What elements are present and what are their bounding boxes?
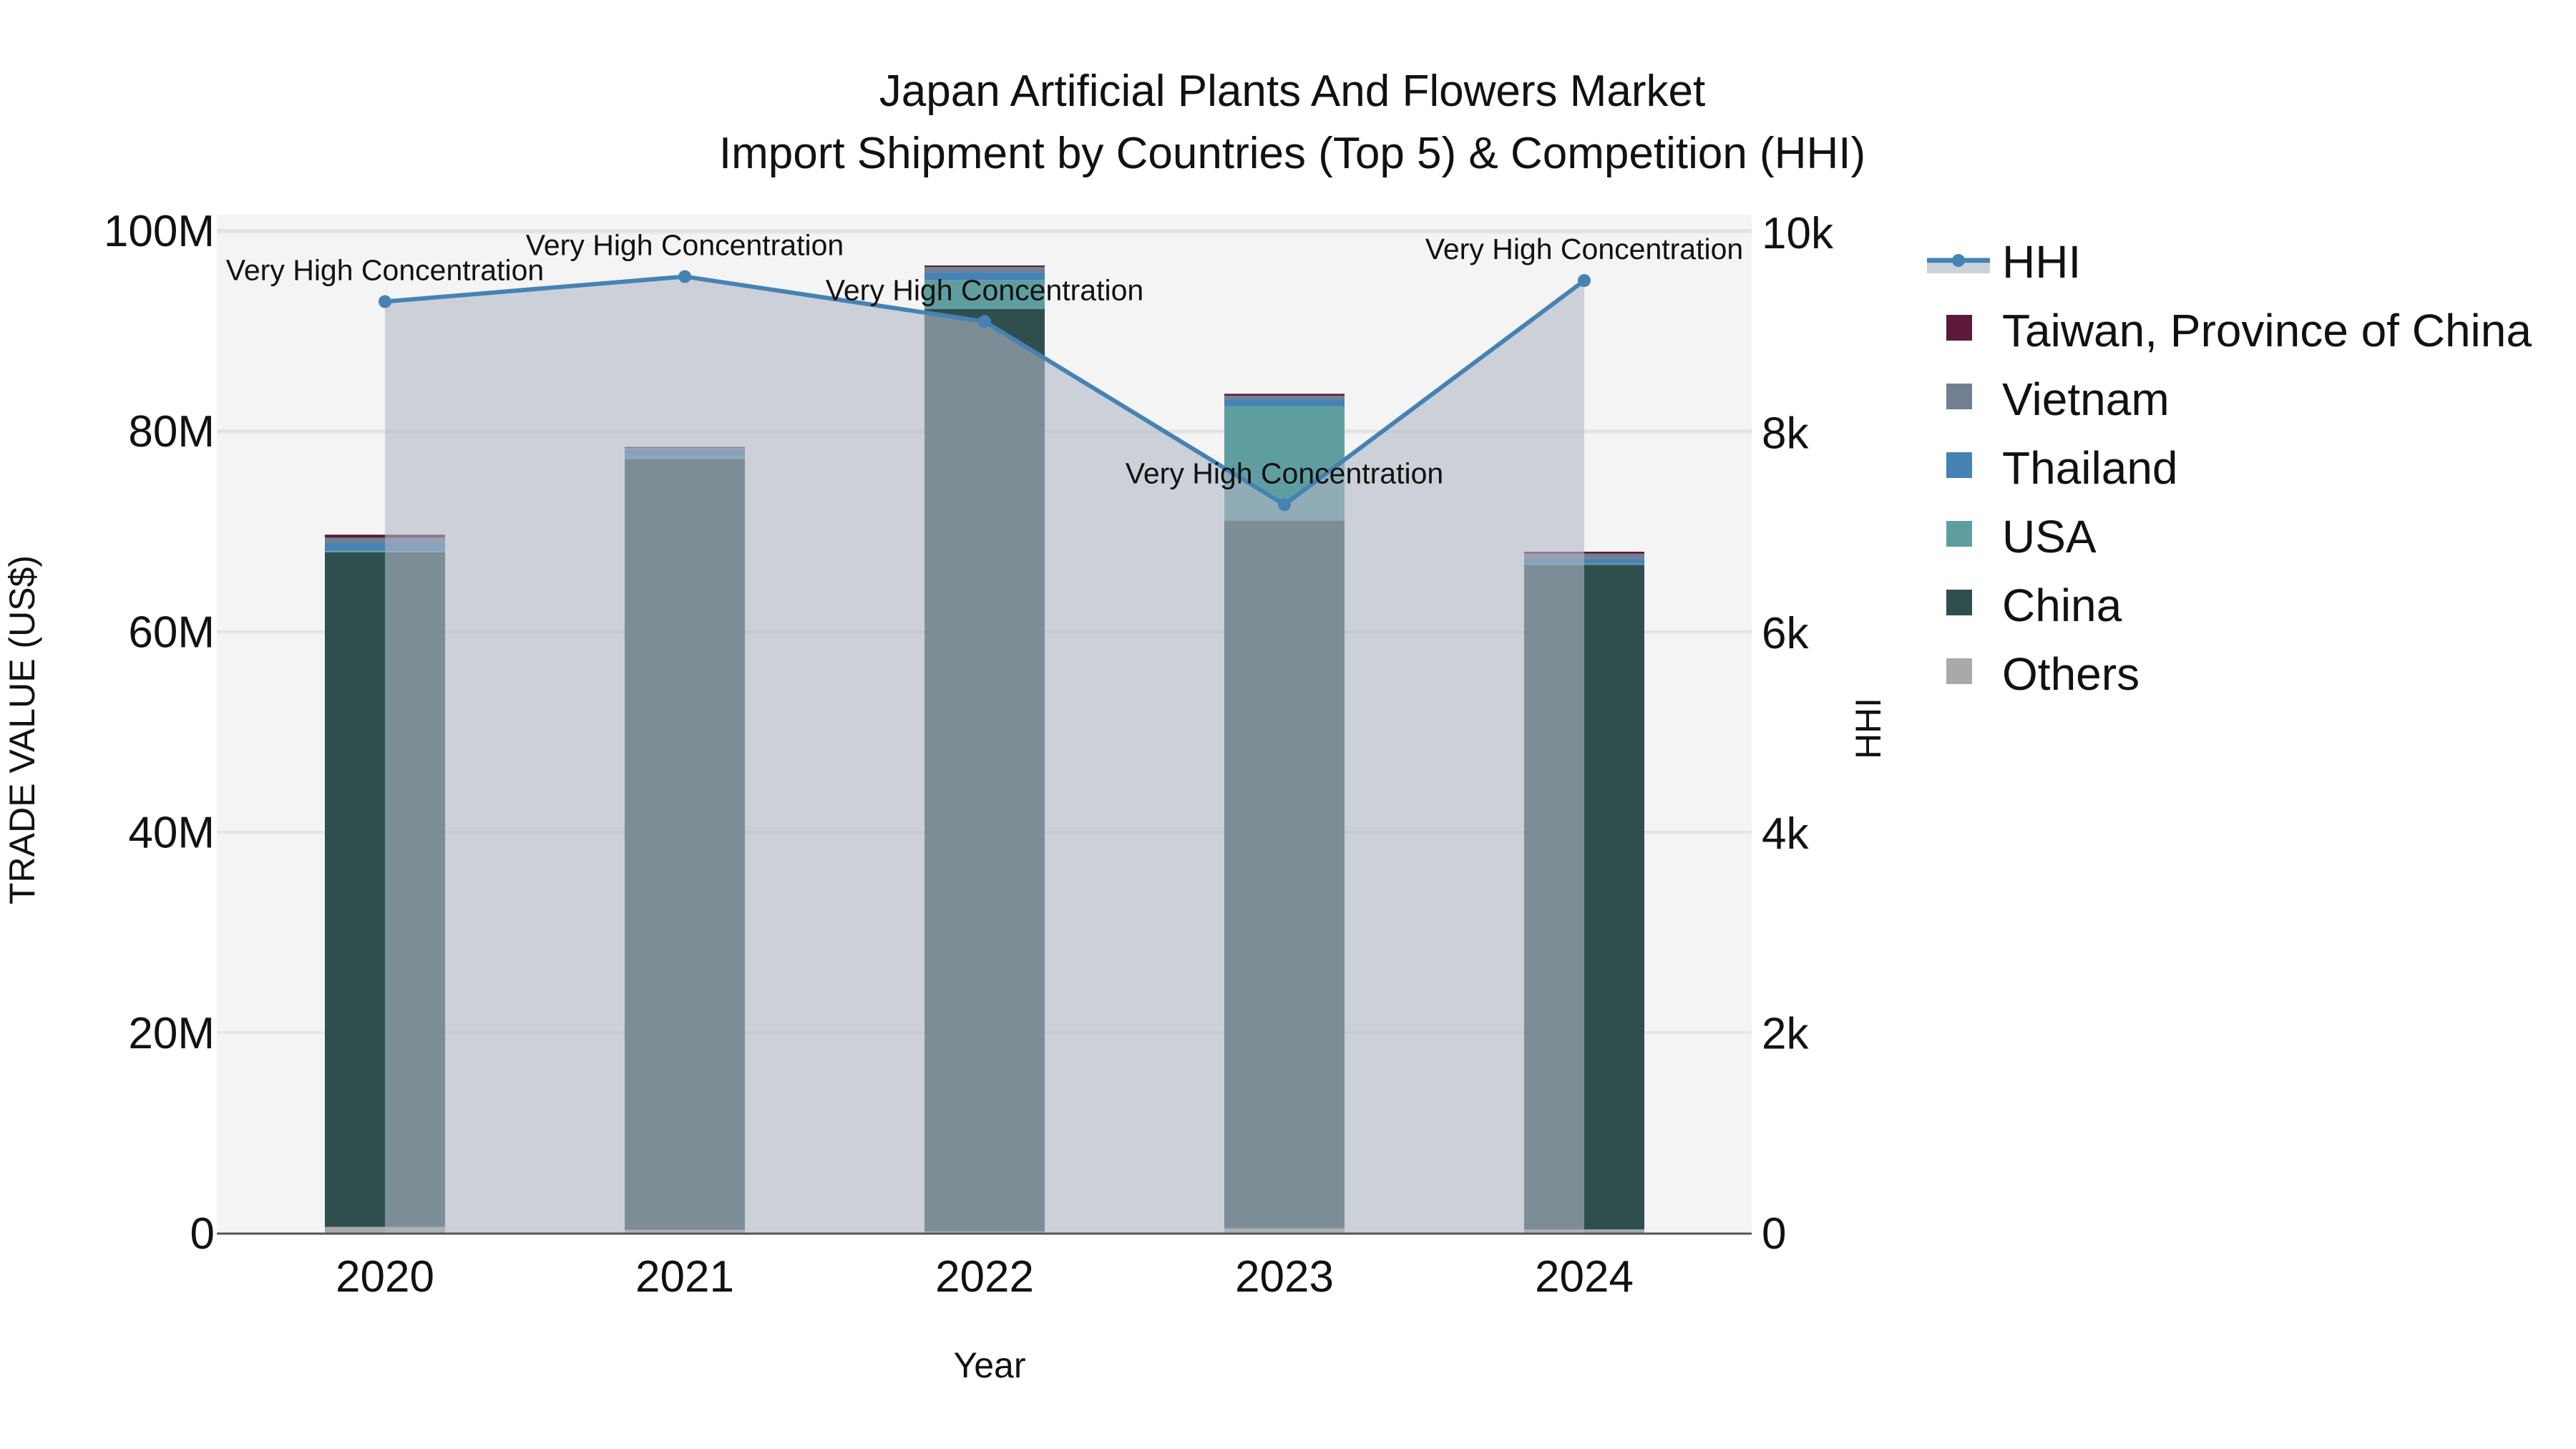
hhi-area [385, 276, 1584, 1234]
legend-label: Vietnam [2002, 374, 2170, 425]
legend-hhi-fill-icon [1927, 263, 1990, 273]
legend-swatch-icon [1946, 384, 1972, 409]
bar-segment-thailand [924, 272, 1045, 280]
x-axis-ticks: 2020 2021 2022 2023 2024 [336, 1252, 1634, 1302]
legend-label: Thailand [2002, 442, 2178, 494]
y-left-tick-label: 100M [104, 207, 215, 256]
legend-item-thailand: Thailand [1946, 442, 2178, 494]
hhi-marker [678, 270, 691, 283]
y-axis-left-ticks: 0 20M 40M 60M 80M 100M [104, 207, 215, 1259]
bar-segment-taiwan-province-of-china [1224, 394, 1345, 396]
hhi-annotation: Very High Concentration [1126, 457, 1443, 489]
hhi-marker [1278, 498, 1291, 512]
y-right-tick-label: 8k [1762, 409, 1809, 459]
y-right-tick-label: 4k [1762, 809, 1809, 859]
y-axis-right-title: HHI [1848, 698, 1888, 759]
y-left-tick-label: 80M [128, 407, 215, 457]
y-right-tick-label: 2k [1762, 1009, 1809, 1058]
x-tick-label: 2023 [1235, 1252, 1334, 1302]
bar-segment-taiwan-province-of-china [924, 265, 1045, 268]
y-right-tick-label: 0 [1762, 1209, 1786, 1259]
x-tick-label: 2020 [336, 1252, 434, 1302]
legend-swatch-icon [1946, 590, 1972, 615]
hhi-marker [1578, 274, 1591, 288]
hhi-marker [978, 315, 991, 328]
legend-label: HHI [2002, 236, 2081, 288]
legend-item-hhi: HHI [1927, 236, 2081, 288]
x-tick-label: 2021 [635, 1252, 734, 1302]
hhi-annotation: Very High Concentration [226, 253, 544, 286]
legend-item-china: China [1946, 580, 2122, 631]
y-axis-left-title: TRADE VALUE (US$) [2, 555, 42, 904]
y-left-tick-label: 60M [128, 608, 215, 657]
legend-label: Others [2002, 648, 2140, 700]
chart-title-line1: Japan Artificial Plants And Flowers Mark… [879, 67, 1705, 116]
x-axis-title: Year [953, 1345, 1025, 1385]
y-left-tick-label: 40M [128, 809, 215, 858]
y-right-tick-label: 6k [1762, 609, 1809, 658]
bar-segment-thailand [1224, 399, 1345, 406]
y-left-tick-label: 0 [190, 1209, 215, 1259]
bar-segment-usa [924, 280, 1045, 309]
hhi-annotation: Very High Concentration [826, 273, 1143, 306]
legend-swatch-icon [1946, 521, 1972, 547]
legend: HHI Taiwan, Province of China Vietnam Thail… [1927, 236, 2532, 700]
chart-title-line2: Import Shipment by Countries (Top 5) & C… [719, 129, 1865, 178]
legend-hhi-marker-icon [1952, 254, 1965, 267]
y-left-tick-label: 20M [128, 1009, 215, 1058]
x-tick-label: 2022 [935, 1252, 1034, 1302]
y-axis-right-ticks: 0 2k 4k 6k 8k 10k [1762, 209, 1834, 1259]
hhi-annotation: Very High Concentration [1425, 233, 1743, 265]
hhi-series [379, 270, 1591, 1234]
legend-swatch-icon [1946, 658, 1972, 684]
y-right-tick-label: 10k [1762, 209, 1834, 258]
legend-label: USA [2002, 511, 2097, 562]
bar-segment-vietnam [1224, 396, 1345, 400]
x-tick-label: 2024 [1535, 1252, 1634, 1302]
legend-label: Taiwan, Province of China [2002, 305, 2532, 356]
legend-item-others: Others [1946, 648, 2140, 700]
legend-item-usa: USA [1946, 511, 2097, 562]
hhi-marker [379, 295, 391, 308]
hhi-annotation: Very High Concentration [526, 229, 844, 262]
legend-swatch-icon [1946, 315, 1972, 341]
bar-segment-vietnam [924, 267, 1045, 273]
legend-item-taiwan-province-of-china: Taiwan, Province of China [1946, 305, 2532, 356]
legend-label: China [2002, 580, 2122, 631]
legend-swatch-icon [1946, 452, 1972, 478]
legend-item-vietnam: Vietnam [1946, 374, 2170, 425]
